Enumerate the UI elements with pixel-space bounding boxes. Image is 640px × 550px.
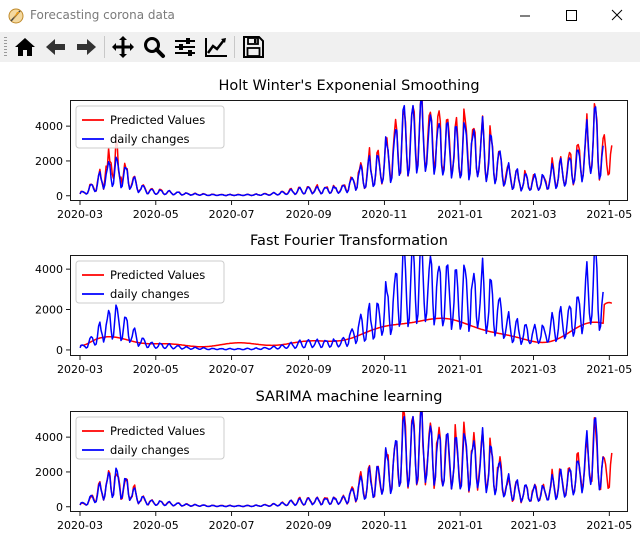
close-button[interactable]: [594, 0, 640, 32]
daily-changes-line: [79, 100, 604, 197]
x-tick-label: 2020-09: [286, 519, 332, 532]
x-tick-label: 2021-05: [586, 363, 632, 376]
y-tick-label: 2000: [35, 466, 63, 479]
legend-box: [75, 416, 225, 460]
x-tick-label: 2020-11: [361, 519, 407, 532]
y-tick-label: 0: [56, 190, 63, 203]
x-tick-label: 2021-01: [437, 363, 483, 376]
legend-label: daily changes: [110, 132, 190, 146]
y-tick-label: 2000: [35, 304, 63, 317]
subplot-title: SARIMA machine learning: [256, 389, 443, 405]
x-tick-label: 2021-03: [511, 519, 557, 532]
back-arrow-icon[interactable]: [43, 35, 69, 59]
subplot-title: Holt Winter's Exponenial Smoothing: [218, 78, 479, 94]
y-tick-label: 4000: [35, 263, 63, 276]
toolbar-grip[interactable]: [4, 37, 7, 57]
axes-frame: [70, 411, 628, 512]
save-icon[interactable]: [240, 35, 266, 59]
maximize-button[interactable]: [548, 0, 594, 32]
x-tick-label: 2021-03: [511, 363, 557, 376]
navigation-toolbar: [0, 32, 640, 62]
home-icon[interactable]: [12, 35, 38, 59]
subplot-3: SARIMA machine learning 0 2000 4000 2020-03 2…: [35, 389, 632, 532]
x-tick-label: 2020-03: [57, 519, 103, 532]
legend-label: Predicted Values: [110, 113, 205, 127]
x-tick-label: 2020-03: [57, 363, 103, 376]
axes-frame: [70, 255, 628, 356]
y-tick-label: 4000: [35, 431, 63, 444]
legend-box: [75, 260, 225, 304]
x-tick-label: 2020-05: [133, 363, 179, 376]
x-tick-label: 2020-07: [209, 519, 255, 532]
x-tick-label: 2020-11: [361, 208, 407, 221]
x-tick-label: 2020-05: [133, 208, 179, 221]
legend-label: daily changes: [110, 287, 190, 301]
x-tick-label: 2021-01: [437, 519, 483, 532]
app-feather-icon: [8, 8, 24, 24]
legend: Predicted Values daily changes: [75, 260, 225, 304]
plot-lines: [79, 255, 613, 351]
pan-icon[interactable]: [110, 35, 136, 59]
y-tick-label: 2000: [35, 155, 63, 168]
forward-arrow-icon[interactable]: [73, 35, 99, 59]
legend-label: Predicted Values: [110, 424, 205, 438]
x-tick-label: 2021-01: [437, 208, 483, 221]
minimize-button[interactable]: [502, 0, 548, 32]
window-title: Forecasting corona data: [30, 8, 175, 22]
daily-changes-line: [79, 255, 604, 351]
x-tick-label: 2020-11: [361, 363, 407, 376]
x-tick-label: 2020-09: [286, 363, 332, 376]
figure-canvas[interactable]: Holt Winter's Exponenial Smoothing 0 2000 4…: [0, 62, 640, 546]
subplot-1: Holt Winter's Exponenial Smoothing 0 2000 4…: [35, 78, 632, 221]
figure-svg[interactable]: Holt Winter's Exponenial Smoothing 0 2000 4…: [0, 62, 640, 546]
x-tick-label: 2020-07: [209, 208, 255, 221]
x-tick-label: 2020-07: [209, 363, 255, 376]
legend-label: daily changes: [110, 443, 190, 457]
toolbar-separator: [234, 36, 235, 58]
x-tick-label: 2020-09: [286, 208, 332, 221]
legend: Predicted Values daily changes: [75, 105, 225, 149]
y-tick-label: 0: [56, 501, 63, 514]
configure-subplots-icon[interactable]: [172, 35, 198, 59]
axes-frame: [70, 100, 628, 201]
plot-lines: [79, 100, 613, 197]
x-tick-label: 2021-05: [586, 519, 632, 532]
subplot-title: Fast Fourier Transformation: [250, 233, 448, 249]
window-titlebar: Forecasting corona data: [0, 0, 640, 32]
edit-axis-icon[interactable]: [203, 35, 229, 59]
legend: Predicted Values daily changes: [75, 416, 225, 460]
zoom-icon[interactable]: [141, 35, 167, 59]
y-tick-label: 0: [56, 344, 63, 357]
x-tick-label: 2020-05: [133, 519, 179, 532]
legend-box: [75, 105, 225, 149]
x-tick-label: 2020-03: [57, 208, 103, 221]
subplot-2: Fast Fourier Transformation 0 2000 4000 2020…: [35, 233, 632, 376]
x-tick-label: 2021-03: [511, 208, 557, 221]
x-tick-label: 2021-05: [586, 208, 632, 221]
plot-lines: [79, 411, 613, 508]
daily-changes-line: [79, 411, 604, 508]
legend-label: Predicted Values: [110, 268, 205, 282]
toolbar-separator: [104, 36, 105, 58]
y-tick-label: 4000: [35, 120, 63, 133]
